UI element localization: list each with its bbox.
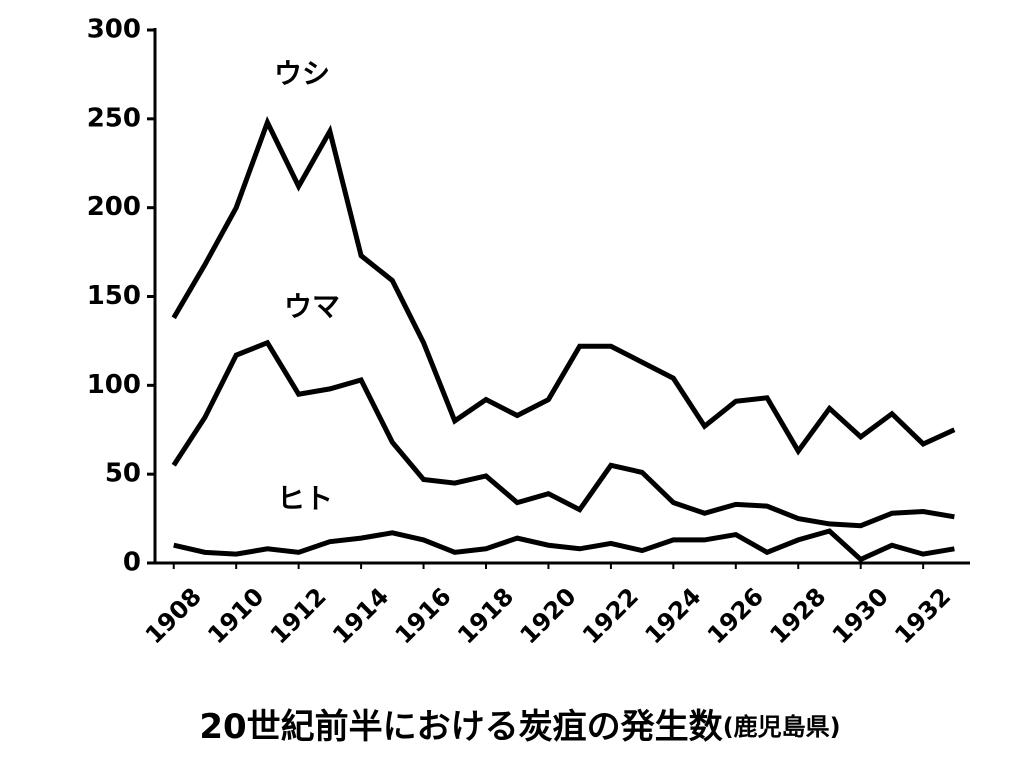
x-tick-label: 1920 [515, 582, 582, 649]
y-tick-label: 150 [87, 281, 141, 311]
x-tick-label: 1930 [827, 582, 894, 649]
x-tick-label: 1924 [640, 582, 707, 649]
series-line [171, 339, 955, 529]
x-tick-label: 1922 [577, 582, 644, 649]
title-text: 20世紀前半における炭疽の発生数 [199, 707, 722, 747]
y-tick-label: 200 [87, 192, 141, 222]
x-tick-label: 1932 [889, 582, 956, 649]
series-label: ウマ [284, 290, 340, 323]
x-tick-label: 1912 [265, 582, 332, 649]
y-tick-label: 100 [87, 370, 141, 400]
chart-title: 20世紀前半における炭疽の発生数(鹿児島県) [199, 707, 840, 747]
y-tick-label: 300 [87, 15, 141, 45]
x-tick-label: 1918 [452, 582, 519, 649]
series-label: ヒト [277, 482, 333, 515]
series-line [171, 116, 956, 456]
x-tick-label: 1914 [327, 582, 394, 649]
x-tick-label: 1910 [202, 582, 269, 649]
series-label: ウシ [274, 57, 330, 90]
subtitle-text: (鹿児島県) [723, 713, 841, 741]
x-tick-label: 1926 [702, 582, 769, 649]
x-tick-label: 1916 [390, 582, 457, 649]
x-tick-label: 1928 [764, 582, 831, 649]
x-tick-label: 1908 [140, 582, 207, 649]
y-tick-label: 0 [123, 548, 141, 578]
series-line [173, 528, 955, 563]
y-tick-label: 50 [105, 459, 141, 489]
y-tick-label: 250 [87, 103, 141, 133]
